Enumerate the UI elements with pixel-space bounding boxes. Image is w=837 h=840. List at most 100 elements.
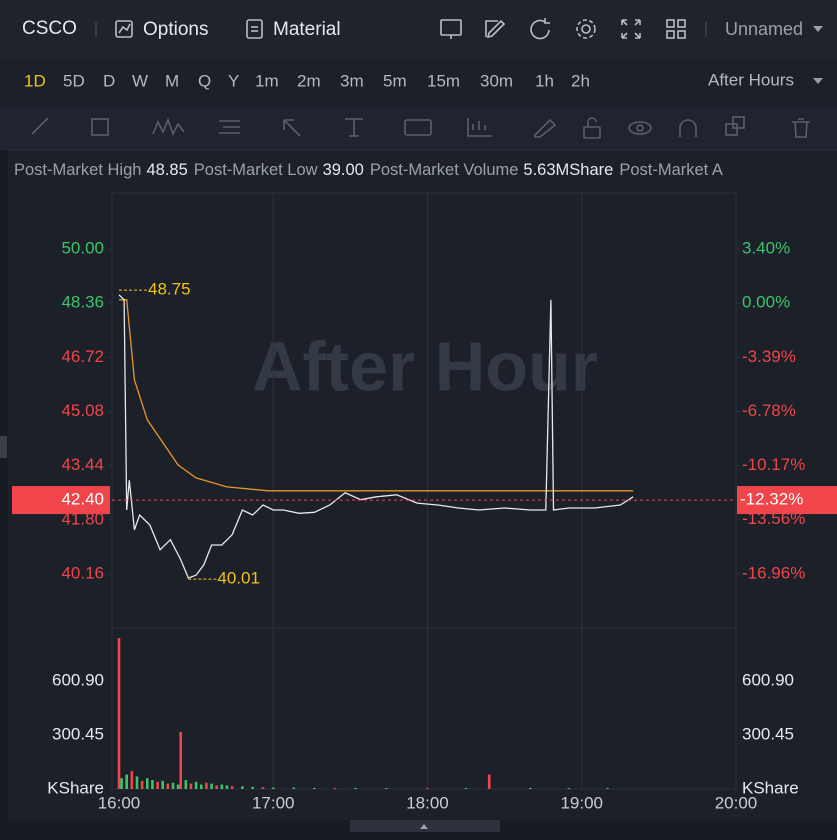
timeframe-button[interactable]: 2h [571, 71, 590, 90]
y2-tick-label: 3.40% [742, 238, 790, 257]
y2-tick-label: 0.00% [742, 293, 790, 312]
info-value: 39.00 [323, 161, 364, 179]
watermark: After Hour [252, 327, 598, 405]
volume-bar [261, 787, 265, 789]
price-line [119, 299, 634, 492]
info-label: Post-Market A [619, 161, 723, 179]
timeframe-button[interactable]: Y [228, 71, 239, 90]
timeframe-button[interactable]: 3m [340, 71, 364, 90]
last-change-box [737, 486, 837, 515]
toolbar-icons[interactable] [440, 18, 686, 40]
timeframe-button[interactable]: 30m [480, 71, 513, 90]
last-price-box [12, 486, 110, 515]
last-price-label: 42.40 [61, 490, 104, 509]
volume-bar [140, 780, 144, 789]
info-label: Post-Market High [14, 161, 141, 179]
volume-bar [161, 780, 165, 789]
volume-bar [251, 786, 254, 789]
timeframe-button[interactable]: D [103, 71, 115, 90]
volume-bar [179, 732, 182, 789]
y2-tick-label: -16.96% [742, 564, 805, 583]
volume-bar [354, 787, 357, 789]
timeframe-button[interactable]: 1D [24, 71, 46, 90]
timeframe-button[interactable]: 15m [427, 71, 460, 90]
material-icon[interactable] [246, 19, 263, 39]
annotation-label: 48.75 [148, 280, 191, 299]
drawing-tools[interactable] [31, 116, 810, 139]
volume-bar [241, 786, 244, 789]
volume-bar [120, 778, 123, 789]
symbol[interactable]: CSCO [22, 18, 77, 39]
x-tick-label: 20:00 [715, 793, 758, 812]
timeframe-button[interactable]: M [165, 71, 179, 90]
volume-bar [313, 787, 316, 789]
annotation-label: 40.01 [217, 569, 260, 588]
volume-bar [199, 784, 203, 789]
volume-bar [205, 782, 208, 789]
y-tick-label: 43.44 [61, 455, 104, 474]
timeframe-button[interactable]: 5D [63, 71, 85, 90]
volume-bar [464, 788, 468, 789]
volume-bar [135, 776, 139, 789]
info-label: Post-Market Low [194, 161, 318, 179]
volume-bar [189, 783, 193, 789]
info-label: Post-Market Volume [370, 161, 519, 179]
timeframe-button[interactable]: 2m [297, 71, 321, 90]
volume-bar [145, 778, 149, 789]
volume-bar [567, 788, 571, 789]
volume-bar [171, 782, 175, 789]
y-tick-label: 46.72 [61, 347, 104, 366]
price-line [118, 294, 634, 579]
timeframe-button[interactable]: W [132, 71, 148, 90]
volume-bar [210, 783, 213, 789]
x-tick-label: 18:00 [406, 793, 449, 812]
volume-tick-label: 300.45 [742, 724, 794, 743]
volume-bar [426, 788, 429, 789]
timeframe-button[interactable]: 5m [383, 71, 407, 90]
volume-tick-label: 300.45 [52, 724, 104, 743]
volume-bar [176, 784, 180, 789]
volume-bar [130, 771, 134, 789]
y2-tick-label: -10.17% [742, 455, 805, 474]
volume-bar [333, 787, 337, 789]
plot-frame [111, 192, 737, 790]
volume-bar [125, 774, 129, 789]
y-tick-label: 40.16 [61, 564, 104, 583]
timeframe-button[interactable]: Q [198, 71, 211, 90]
market-info: Post-Market High 48.85 Post-Market Low 39.0… [14, 161, 723, 179]
volume-tick-label: 600.90 [52, 670, 104, 689]
volume-bar [184, 780, 188, 789]
session-dropdown[interactable]: After Hours [708, 70, 794, 89]
volume-bar [151, 780, 154, 789]
volume-bar [215, 785, 218, 789]
last-change-label: -12.32% [740, 490, 803, 509]
y-tick-label: 50.00 [61, 238, 104, 257]
volume-tick-label: 600.90 [742, 670, 794, 689]
volume-unit: KShare [47, 778, 104, 797]
y-tick-label: 45.08 [61, 401, 104, 420]
y-tick-label: 41.80 [61, 509, 104, 528]
volume-bar [117, 638, 121, 789]
volume-bar [230, 786, 234, 789]
info-value: 48.85 [146, 161, 187, 179]
x-tick-label: 16:00 [98, 793, 141, 812]
volume-bar [292, 787, 296, 789]
volume-bar [529, 787, 532, 789]
volume-bar [156, 781, 159, 789]
timeframe-button[interactable]: 1m [255, 71, 279, 90]
volume-unit: KShare [742, 778, 799, 797]
x-tick-label: 19:00 [560, 793, 603, 812]
chart-area: After Hour 16:00 17:00 18:00 19:00 20:00 50.00… [12, 192, 837, 812]
y2-tick-label: -3.39% [742, 347, 796, 366]
volume-bar [166, 783, 170, 789]
y2-tick-label: -6.78% [742, 401, 796, 420]
layout-name[interactable]: Unnamed [725, 19, 803, 39]
volume-bar [194, 781, 198, 789]
timeframe-button[interactable]: 1h [535, 71, 554, 90]
x-tick-label: 17:00 [252, 793, 295, 812]
options-button[interactable]: Options [143, 19, 208, 40]
material-button[interactable]: Material [273, 19, 341, 40]
volume-bar [487, 774, 491, 789]
options-icon[interactable] [115, 20, 133, 38]
